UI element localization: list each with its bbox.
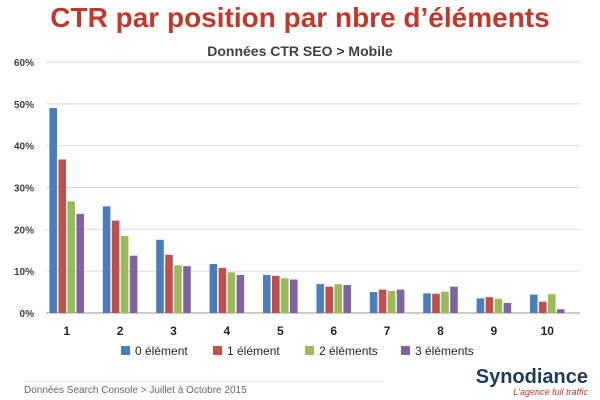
y-tick-label: 60%: [14, 58, 34, 69]
bar: [334, 284, 342, 313]
bar: [102, 206, 111, 313]
x-axis-ticks: 1 2 3 4 5 6 7 8 9 10: [63, 324, 554, 338]
bar: [281, 278, 289, 313]
bar: [165, 254, 173, 313]
y-axis-ticks: 0% 10% 20% 30% 40% 50% 60%: [14, 58, 34, 320]
brand-tagline: L'agence full traffic: [513, 387, 588, 397]
x-tick-label: 3: [170, 324, 177, 338]
x-tick-label: 5: [277, 324, 284, 338]
x-tick-label: 2: [117, 324, 124, 338]
bar: [485, 297, 494, 313]
legend-label: 2 éléments: [319, 344, 378, 358]
footer-source: Données Search Console > Juillet à Octob…: [24, 385, 247, 396]
x-tick-label: 9: [491, 324, 498, 338]
page-title: CTR par position par nbre d’éléments: [50, 2, 550, 33]
bar: [450, 286, 458, 313]
bar: [548, 294, 556, 313]
x-tick-label: 10: [541, 324, 555, 338]
bar: [396, 289, 405, 313]
bar: [272, 275, 280, 313]
bar: [387, 290, 396, 313]
y-tick-label: 0%: [20, 309, 35, 320]
legend-swatch: [121, 346, 130, 355]
x-tick-label: 6: [330, 324, 337, 338]
legend-swatch: [401, 346, 410, 355]
x-tick-label: 1: [63, 324, 70, 338]
bar-chart: Données CTR SEO > Mobile 0% 10% 20% 30% 40% 5…: [14, 43, 580, 358]
bar: [539, 301, 547, 313]
bar: [120, 236, 129, 313]
x-tick-label: 7: [384, 324, 391, 338]
y-tick-label: 30%: [14, 184, 34, 195]
x-tick-label: 8: [437, 324, 444, 338]
bars: [49, 108, 565, 314]
bar: [476, 298, 485, 313]
bar: [378, 289, 387, 313]
bar: [76, 213, 84, 313]
bar: [227, 272, 236, 313]
y-tick-label: 50%: [14, 100, 34, 111]
bar: [325, 286, 333, 313]
bar: [174, 265, 182, 313]
footer-divider: [24, 381, 384, 382]
bar: [183, 266, 191, 313]
bar: [67, 201, 75, 313]
bar: [494, 298, 503, 313]
bar: [432, 293, 440, 313]
bar: [58, 159, 66, 313]
bar: [209, 264, 218, 313]
x-tick-label: 4: [224, 324, 231, 338]
bar: [129, 255, 138, 313]
brand-name: Synodiance: [475, 366, 588, 388]
legend-swatch: [213, 346, 222, 355]
bar: [441, 291, 449, 313]
bar: [557, 309, 565, 313]
chart-container: Données CTR SEO > Mobile 0% 10% 20% 30% 40% 5…: [0, 36, 600, 376]
bar: [156, 239, 164, 313]
legend-swatch: [305, 346, 314, 355]
chart-title: Données CTR SEO > Mobile: [207, 43, 393, 59]
bar: [111, 220, 120, 313]
bar: [236, 274, 245, 313]
bar: [49, 108, 57, 314]
y-tick-label: 10%: [14, 267, 34, 278]
legend-label: 1 élément: [227, 344, 280, 358]
legend: 0 élément 1 élément 2 éléments 3 éléments: [121, 344, 474, 358]
brand-logo: Synodiance L'agence full traffic: [476, 366, 588, 397]
y-tick-label: 40%: [14, 142, 34, 153]
bar: [423, 293, 431, 313]
legend-label: 0 élément: [135, 344, 188, 358]
y-tick-label: 20%: [14, 225, 34, 236]
bar: [503, 302, 512, 313]
bar: [530, 294, 538, 313]
bar: [343, 284, 351, 313]
bar: [218, 267, 227, 313]
legend-label: 3 éléments: [415, 344, 474, 358]
bar: [263, 274, 271, 313]
bar: [369, 292, 378, 313]
bar: [290, 279, 298, 313]
bar: [316, 284, 324, 313]
